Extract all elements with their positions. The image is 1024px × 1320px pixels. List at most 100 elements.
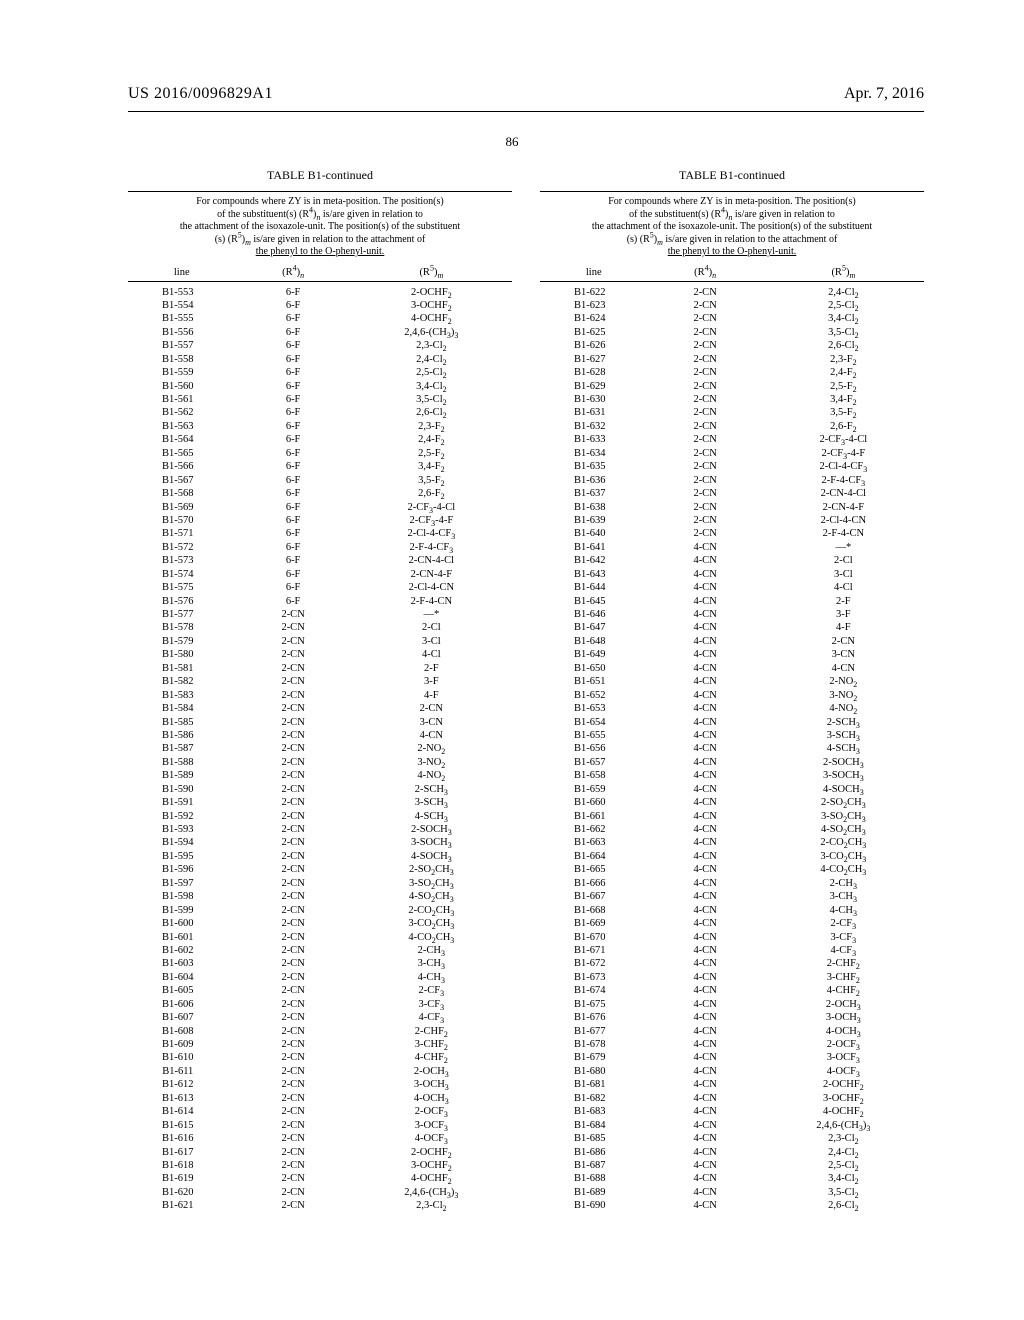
cell-r5: 2-NO2 (763, 675, 924, 688)
cell-r5: 2-OCH3 (351, 1065, 512, 1078)
caption-line: the attachment of the isoxazole-unit. Th… (180, 221, 460, 232)
cell-line: B1-578 (128, 621, 236, 634)
cell-r4: 4-CN (648, 957, 763, 970)
table-row: B1-5736-F2-CN-4-Cl (128, 554, 512, 567)
cell-r4: 2-CN (236, 769, 351, 782)
caption-line: (s) (R5)m is/are given in relation to th… (627, 234, 838, 245)
table-row: B1-6262-CN2,6-Cl2 (540, 339, 924, 352)
cell-line: B1-646 (540, 608, 648, 621)
cell-r4: 6-F (236, 380, 351, 393)
cell-r5: 2-OCH3 (763, 998, 924, 1011)
table-row: B1-5782-CN2-Cl (128, 621, 512, 634)
table-row: B1-6714-CN4-CF3 (540, 944, 924, 957)
cell-r5: —* (351, 608, 512, 621)
cell-line: B1-686 (540, 1146, 648, 1159)
table-row: B1-5646-F2,4-F2 (128, 433, 512, 446)
table-row: B1-6082-CN2-CHF2 (128, 1025, 512, 1038)
cell-line: B1-567 (128, 474, 236, 487)
cell-r5: 2-Cl-4-CF3 (763, 460, 924, 473)
cell-line: B1-589 (128, 769, 236, 782)
cell-r4: 6-F (236, 527, 351, 540)
cell-r5: 2,6-Cl2 (351, 406, 512, 419)
cell-r5: 3,5-F2 (763, 406, 924, 419)
table-row: B1-6222-CN2,4-Cl2 (540, 286, 924, 299)
cell-r4: 6-F (236, 554, 351, 567)
cell-r4: 2-CN (236, 1132, 351, 1145)
cell-r4: 2-CN (236, 1051, 351, 1064)
cell-r4: 2-CN (648, 366, 763, 379)
cell-r4: 4-CN (648, 581, 763, 594)
cell-line: B1-558 (128, 353, 236, 366)
cell-line: B1-609 (128, 1038, 236, 1051)
cell-line: B1-685 (540, 1132, 648, 1145)
cell-line: B1-559 (128, 366, 236, 379)
cell-r5: 2-Cl (763, 554, 924, 567)
col-header: (R4)n (236, 267, 351, 278)
cell-r5: 2-NO2 (351, 742, 512, 755)
cell-r5: 4-CH3 (351, 971, 512, 984)
table-row: B1-6784-CN2-OCF3 (540, 1038, 924, 1051)
cell-r4: 2-CN (648, 326, 763, 339)
cell-r5: 2-CN-4-F (351, 568, 512, 581)
cell-line: B1-643 (540, 568, 648, 581)
table-body-left: B1-5536-F2-OCHF2B1-5546-F3-OCHF2B1-5556-… (128, 282, 512, 1213)
cell-line: B1-665 (540, 863, 648, 876)
table-row: B1-5536-F2-OCHF2 (128, 286, 512, 299)
cell-r4: 2-CN (648, 286, 763, 299)
cell-r4: 2-CN (236, 1146, 351, 1159)
cell-r5: 2-SOCH3 (763, 756, 924, 769)
cell-line: B1-664 (540, 850, 648, 863)
table-row: B1-6202-CN2,4,6-(CH3)3 (128, 1186, 512, 1199)
cell-line: B1-614 (128, 1105, 236, 1118)
cell-r5: 3,5-F2 (351, 474, 512, 487)
cell-r5: 4-CO2CH3 (763, 863, 924, 876)
cell-r4: 4-CN (648, 1172, 763, 1185)
cell-line: B1-676 (540, 1011, 648, 1024)
table-row: B1-6484-CN2-CN (540, 635, 924, 648)
cell-r5: 2-SO2CH3 (763, 796, 924, 809)
cell-r4: 4-CN (648, 742, 763, 755)
cell-line: B1-644 (540, 581, 648, 594)
cell-r4: 6-F (236, 393, 351, 406)
cell-r4: 2-CN (236, 675, 351, 688)
cell-line: B1-612 (128, 1078, 236, 1091)
cell-r4: 4-CN (648, 863, 763, 876)
cell-r5: 4-CH3 (763, 904, 924, 917)
table-row: B1-6744-CN4-CHF2 (540, 984, 924, 997)
cell-r4: 4-CN (648, 1159, 763, 1172)
cell-line: B1-642 (540, 554, 648, 567)
cell-r5: 4-F (351, 689, 512, 702)
table-row: B1-6584-CN3-SOCH3 (540, 769, 924, 782)
cell-r5: 4-CN (351, 729, 512, 742)
cell-r4: 4-CN (648, 635, 763, 648)
right-column: TABLE B1-continued For compounds where Z… (540, 168, 924, 1213)
table-row: B1-6072-CN4-CF3 (128, 1011, 512, 1024)
table-row: B1-5812-CN2-F (128, 662, 512, 675)
cell-line: B1-602 (128, 944, 236, 957)
cell-line: B1-569 (128, 501, 236, 514)
table-row: B1-6654-CN4-CO2CH3 (540, 863, 924, 876)
table-row: B1-6724-CN2-CHF2 (540, 957, 924, 970)
cell-r4: 2-CN (236, 823, 351, 836)
table-row: B1-6844-CN2,4,6-(CH3)3 (540, 1119, 924, 1132)
table-row: B1-6414-CN—* (540, 541, 924, 554)
cell-line: B1-635 (540, 460, 648, 473)
cell-line: B1-629 (540, 380, 648, 393)
cell-line: B1-669 (540, 917, 648, 930)
cell-r4: 2-CN (648, 353, 763, 366)
caption-line: of the substituent(s) (R4)n is/are given… (217, 209, 423, 220)
cell-r4: 2-CN (236, 662, 351, 675)
cell-line: B1-562 (128, 406, 236, 419)
cell-line: B1-621 (128, 1199, 236, 1212)
cell-line: B1-553 (128, 286, 236, 299)
table-row: B1-6634-CN2-CO2CH3 (540, 836, 924, 849)
cell-r5: 2,6-F2 (351, 487, 512, 500)
cell-r5: 3-SO2CH3 (351, 877, 512, 890)
cell-r4: 2-CN (236, 1186, 351, 1199)
cell-line: B1-682 (540, 1092, 648, 1105)
cell-line: B1-611 (128, 1065, 236, 1078)
cell-r5: 2-OCHF2 (351, 1146, 512, 1159)
cell-line: B1-668 (540, 904, 648, 917)
cell-r4: 4-CN (648, 769, 763, 782)
cell-line: B1-638 (540, 501, 648, 514)
